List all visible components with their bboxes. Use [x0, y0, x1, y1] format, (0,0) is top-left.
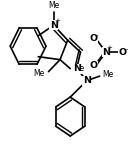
Text: N: N — [73, 64, 81, 73]
Text: +: + — [54, 18, 60, 24]
Text: Me: Me — [102, 70, 113, 79]
Text: N: N — [102, 48, 110, 57]
Text: +: + — [106, 45, 112, 51]
Text: N: N — [83, 76, 91, 85]
Text: Me: Me — [48, 1, 59, 10]
Text: -: - — [96, 33, 98, 39]
Text: O: O — [89, 61, 97, 70]
Text: O: O — [89, 34, 97, 43]
Text: Me: Me — [33, 69, 45, 78]
Text: -: - — [125, 46, 128, 52]
Text: Me: Me — [73, 64, 84, 73]
Text: O: O — [119, 48, 127, 57]
Text: N: N — [50, 21, 58, 30]
